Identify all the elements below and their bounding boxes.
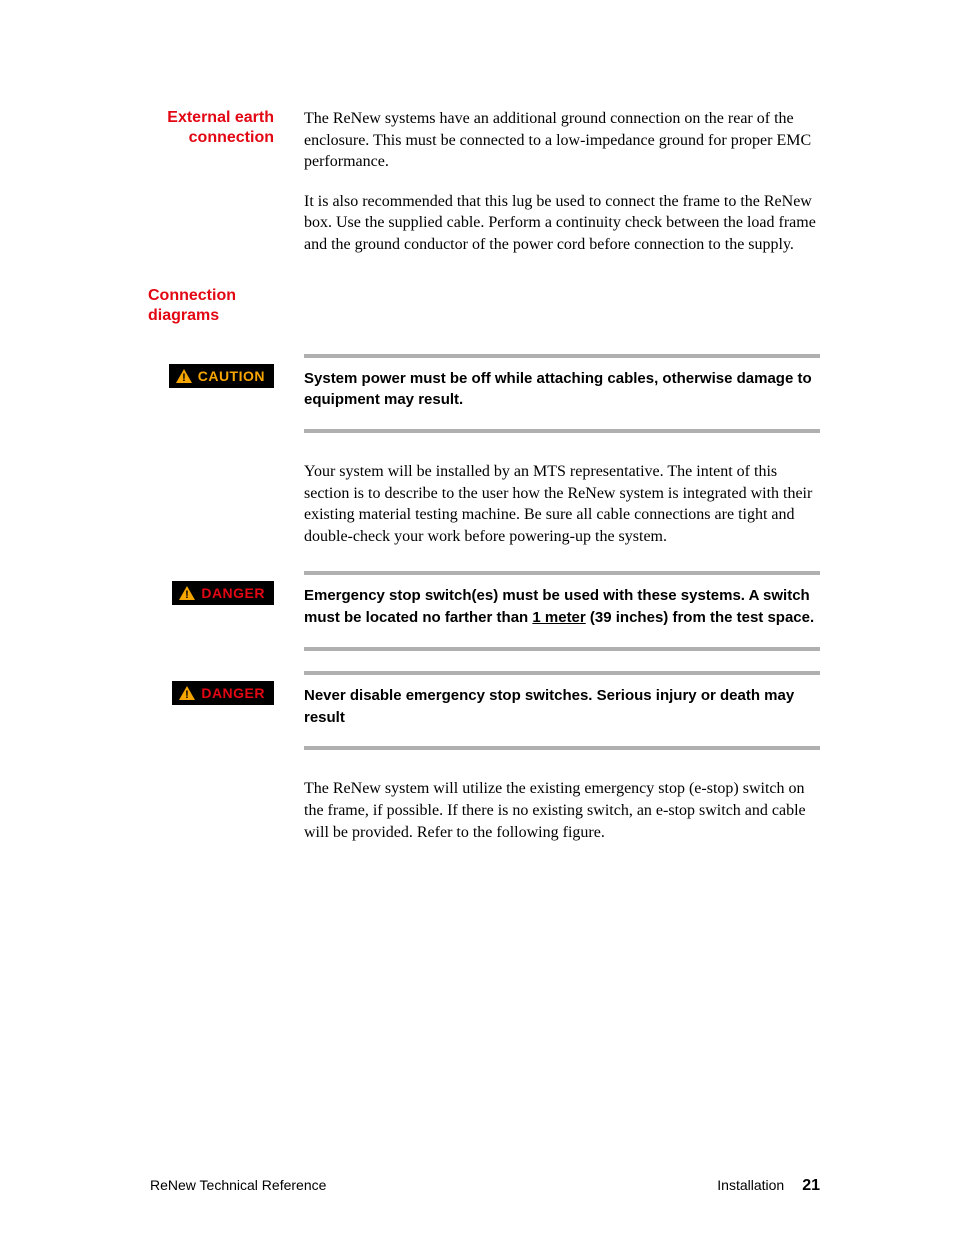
notice-text: Emergency stop switch(es) must be used w… — [304, 585, 820, 629]
caution-badge-label: CAUTION — [198, 368, 265, 384]
notice-rule-bottom — [304, 429, 820, 433]
notice-caution: ! CAUTION System power must be off while… — [150, 354, 820, 434]
closing-row: The ReNew system will utilize the existi… — [150, 778, 820, 861]
page-footer: ReNew Technical Reference Installation 2… — [150, 1177, 820, 1195]
notice-body: Never disable emergency stop switches. S… — [304, 671, 820, 751]
notice-rule-top — [304, 571, 820, 575]
body-closing: The ReNew system will utilize the existi… — [304, 778, 820, 861]
danger-badge: ! DANGER — [172, 581, 274, 605]
notice-rule-top — [304, 671, 820, 675]
body-external-earth: The ReNew systems have an additional gro… — [304, 108, 820, 274]
footer-section-label: Installation — [717, 1177, 784, 1193]
notice-rule-bottom — [304, 647, 820, 651]
svg-text:!: ! — [185, 589, 189, 600]
notice-rule-bottom — [304, 746, 820, 750]
warning-triangle-icon: ! — [176, 369, 192, 383]
body-intro: Your system will be installed by an MTS … — [304, 461, 820, 565]
heading-external-earth: External earth connection — [150, 108, 304, 148]
notice-badge-col: ! CAUTION — [150, 354, 304, 388]
danger-badge-label: DANGER — [201, 685, 265, 701]
paragraph: It is also recommended that this lug be … — [304, 191, 820, 256]
caution-badge: ! CAUTION — [169, 364, 274, 388]
footer-left: ReNew Technical Reference — [150, 1177, 326, 1193]
danger-badge: ! DANGER — [172, 681, 274, 705]
svg-text:!: ! — [185, 689, 189, 700]
paragraph: Your system will be installed by an MTS … — [304, 461, 820, 547]
heading-connection-diagrams: Connection diagrams — [148, 286, 302, 326]
notice-text-post: (39 inches) from the test space. — [586, 609, 814, 626]
notice-badge-col: ! DANGER — [150, 571, 304, 605]
notice-body: Emergency stop switch(es) must be used w… — [304, 571, 820, 651]
notice-danger-1: ! DANGER Emergency stop switch(es) must … — [150, 571, 820, 651]
svg-text:!: ! — [182, 372, 186, 383]
notice-badge-col: ! DANGER — [150, 671, 304, 705]
content-area: External earth connection The ReNew syst… — [150, 108, 820, 861]
warning-triangle-icon: ! — [179, 686, 195, 700]
paragraph: The ReNew systems have an additional gro… — [304, 108, 820, 173]
footer-right: Installation 21 — [717, 1177, 820, 1195]
danger-badge-label: DANGER — [201, 585, 265, 601]
section-connection-diagrams-heading-row: Connection diagrams — [150, 286, 820, 326]
notice-danger-2: ! DANGER Never disable emergency stop sw… — [150, 671, 820, 751]
notice-text: Never disable emergency stop switches. S… — [304, 685, 820, 729]
section-external-earth: External earth connection The ReNew syst… — [150, 108, 820, 274]
footer-page-number: 21 — [802, 1177, 820, 1195]
notice-body: System power must be off while attaching… — [304, 354, 820, 434]
notice-text: System power must be off while attaching… — [304, 368, 820, 412]
paragraph: The ReNew system will utilize the existi… — [304, 778, 820, 843]
intro-row: Your system will be installed by an MTS … — [150, 461, 820, 565]
warning-triangle-icon: ! — [179, 586, 195, 600]
notice-text-underlined: 1 meter — [532, 609, 585, 626]
notice-rule-top — [304, 354, 820, 358]
page: External earth connection The ReNew syst… — [0, 0, 954, 1235]
